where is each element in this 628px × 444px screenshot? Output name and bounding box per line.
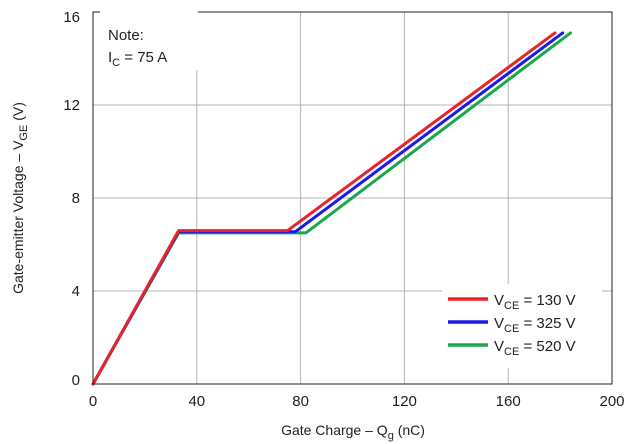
- series-group: [91, 31, 572, 386]
- legend: VCE = 130 V VCE = 325 V VCE = 520 V: [442, 284, 602, 368]
- y-tick-label-0: 0: [72, 372, 80, 389]
- plot-frame: [92, 11, 613, 385]
- note-line-1: Note:: [108, 27, 144, 44]
- x-tick-label-120: 120: [392, 393, 417, 410]
- legend-label-vce-325: VCE = 325 V: [494, 315, 576, 335]
- y-tick-label-16: 16: [63, 9, 80, 26]
- x-tick-label-200: 200: [599, 393, 624, 410]
- note-line-2: IC = 75 A: [108, 49, 167, 69]
- y-axis-title: Gate-emitter Voltage – VGE (V): [10, 102, 30, 294]
- x-axis-title: Gate Charge – Qg (nC): [281, 422, 425, 442]
- x-tick-label-0: 0: [89, 393, 97, 410]
- x-tick-label-40: 40: [188, 393, 205, 410]
- note-background: [100, 10, 198, 70]
- y-tick-label-12: 12: [63, 97, 80, 114]
- legend-entry-vce-130: VCE = 130 V: [448, 292, 576, 312]
- legend-entry-vce-325: VCE = 325 V: [448, 315, 576, 335]
- y-tick-label-8: 8: [72, 190, 80, 207]
- series-line-vce-130: [91, 31, 557, 386]
- x-tick-label-160: 160: [496, 393, 521, 410]
- legend-entry-vce-520: VCE = 520 V: [448, 338, 576, 358]
- y-tick-label-4: 4: [72, 283, 80, 300]
- note-annotation: Note: IC = 75 A: [100, 10, 198, 70]
- x-tick-label-80: 80: [292, 393, 309, 410]
- legend-label-vce-130: VCE = 130 V: [494, 292, 576, 312]
- tick-labels: 0 40 80 120 160 200 0 4 8 12 16: [63, 9, 624, 410]
- legend-label-vce-520: VCE = 520 V: [494, 338, 576, 358]
